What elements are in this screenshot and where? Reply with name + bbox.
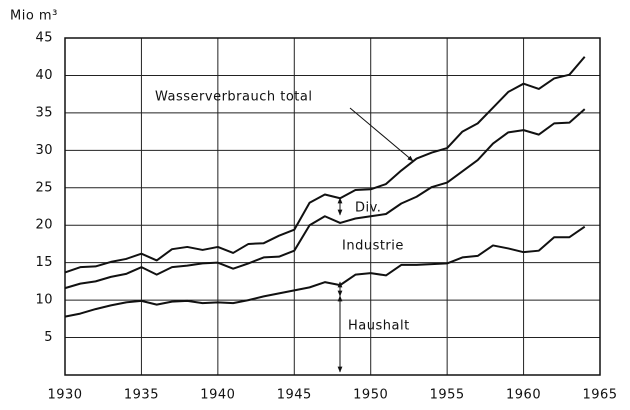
zone-label: Haushalt bbox=[348, 319, 410, 334]
x-tick-label: 1955 bbox=[430, 388, 465, 403]
x-tick-label: 1935 bbox=[124, 388, 159, 403]
x-tick-label: 1930 bbox=[47, 388, 82, 403]
plot-frame bbox=[64, 37, 601, 376]
x-tick-label: 1950 bbox=[353, 388, 388, 403]
x-tick-label: 1965 bbox=[582, 388, 617, 403]
x-tick-label: 1940 bbox=[200, 388, 235, 403]
zone-label: Div. bbox=[355, 201, 381, 216]
annotation-arrow bbox=[349, 107, 414, 162]
y-tick-label: 25 bbox=[35, 180, 53, 195]
y-axis-label: Mio m³ bbox=[10, 9, 58, 24]
y-tick-label: 35 bbox=[35, 105, 53, 120]
y-tick-label: 40 bbox=[35, 68, 53, 83]
x-tick-label: 1945 bbox=[277, 388, 312, 403]
zone-label: Industrie bbox=[342, 239, 404, 254]
y-tick-label: 15 bbox=[35, 255, 53, 270]
series-line bbox=[64, 56, 586, 274]
y-tick-label: 5 bbox=[44, 330, 53, 345]
series-line bbox=[64, 108, 586, 290]
annotation: Wasserverbrauch total bbox=[155, 90, 312, 105]
series-line bbox=[64, 225, 586, 318]
y-tick-label: 20 bbox=[35, 218, 53, 233]
x-tick-label: 1960 bbox=[506, 388, 541, 403]
y-tick-label: 30 bbox=[35, 143, 53, 158]
y-tick-label: 45 bbox=[35, 31, 53, 46]
y-tick-label: 10 bbox=[35, 293, 53, 308]
